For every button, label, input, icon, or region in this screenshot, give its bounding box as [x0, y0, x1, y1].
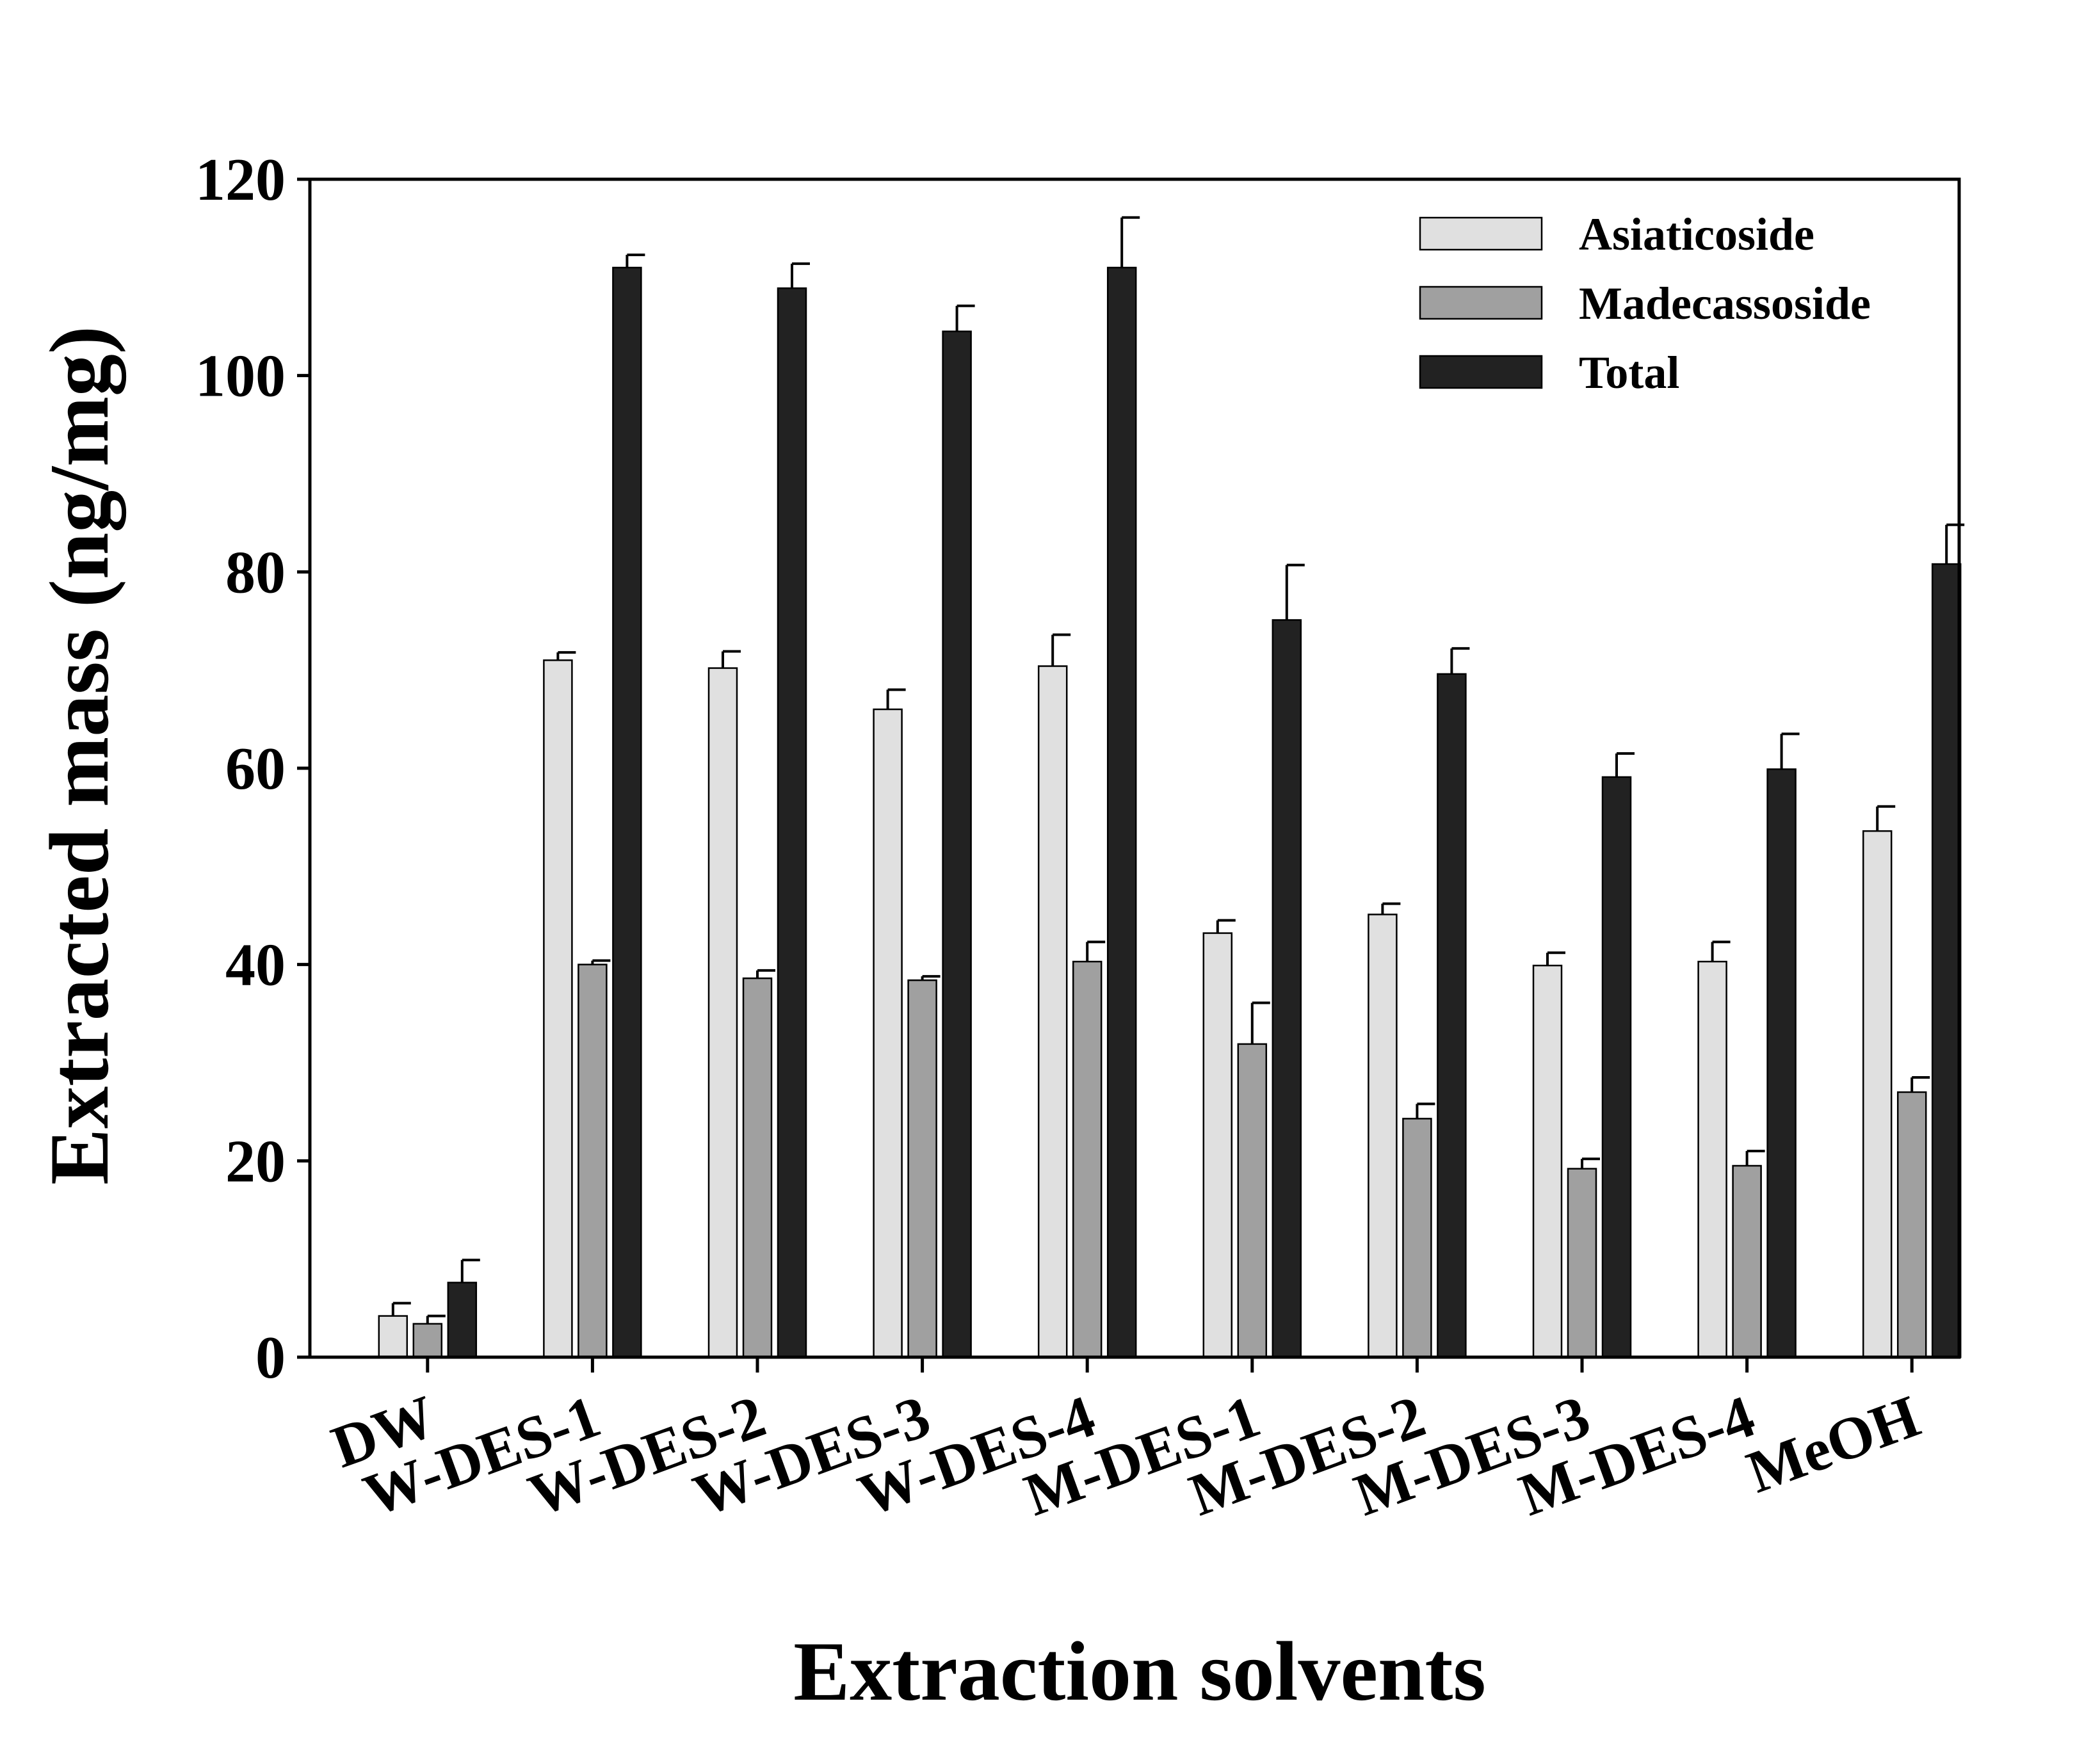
bar-madecassoside-w-des-1 [578, 963, 608, 1358]
y-axis-title: Extracted mass (ng/mg) [32, 326, 126, 1185]
legend-label-asiaticoside: Asiaticoside [1579, 209, 1814, 260]
legend-label-total: Total [1579, 347, 1679, 398]
y-tick-label: 20 [225, 1128, 286, 1195]
bar-asiaticoside-m-des-2 [1368, 914, 1398, 1358]
bar-asiaticoside-m-des-1 [1202, 932, 1233, 1358]
legend: Asiaticoside Madecassoside Total [1419, 209, 1871, 398]
bar-asiaticoside-w-des-1 [543, 659, 573, 1358]
bar-asiaticoside-w-des-2 [707, 667, 738, 1358]
y-tick-label: 0 [255, 1325, 286, 1391]
bar-total-m-des-4 [1766, 768, 1797, 1358]
bar-madecassoside-w-des-3 [907, 979, 937, 1358]
bar-madecassoside-dw [412, 1323, 443, 1358]
bar-total-m-des-1 [1272, 619, 1302, 1358]
bar-total-w-des-3 [942, 330, 972, 1358]
y-tick-label: 100 [195, 343, 286, 410]
bar-asiaticoside-w-des-3 [873, 708, 903, 1358]
bar-madecassoside-meoh [1896, 1091, 1927, 1358]
bar-madecassoside-m-des-3 [1567, 1168, 1597, 1358]
bar-total-dw [447, 1282, 478, 1358]
bar-total-meoh [1931, 563, 1962, 1358]
legend-swatch-madecassoside [1419, 286, 1543, 320]
legend-swatch-asiaticoside [1419, 216, 1543, 251]
legend-label-madecassoside: Madecassoside [1579, 278, 1871, 329]
y-tick-label: 80 [225, 539, 286, 606]
bar-asiaticoside-m-des-3 [1532, 964, 1563, 1358]
y-tick-label: 40 [225, 932, 286, 999]
y-tick-label: 120 [195, 147, 286, 213]
bar-asiaticoside-w-des-4 [1037, 665, 1068, 1358]
bar-madecassoside-m-des-4 [1732, 1164, 1762, 1358]
bar-asiaticoside-m-des-4 [1697, 960, 1727, 1358]
legend-swatch-total [1419, 355, 1543, 389]
bars-layer [378, 266, 1962, 1358]
bar-total-w-des-1 [612, 266, 642, 1358]
bar-madecassoside-w-des-2 [742, 977, 773, 1358]
x-axis-title: Extraction solvents [793, 1624, 1486, 1718]
y-tick-label: 60 [225, 736, 286, 802]
error-bars-layer [391, 216, 1965, 1324]
bar-madecassoside-m-des-2 [1402, 1118, 1432, 1358]
bar-asiaticoside-meoh [1862, 830, 1893, 1358]
bar-madecassoside-m-des-1 [1237, 1043, 1268, 1358]
bar-total-m-des-3 [1601, 776, 1632, 1358]
x-tick-label: MeOH [1739, 1383, 1928, 1506]
bar-total-w-des-2 [777, 287, 807, 1358]
bar-total-w-des-4 [1106, 266, 1137, 1358]
bar-madecassoside-w-des-4 [1072, 960, 1102, 1358]
bar-asiaticoside-dw [378, 1315, 408, 1358]
y-axis: 0 20 40 60 80 100 120 [195, 147, 310, 1391]
x-axis: DWW-DES-1W-DES-2W-DES-3W-DES-4M-DES-1M-D… [323, 1357, 1928, 1529]
bar-total-m-des-2 [1437, 673, 1467, 1358]
